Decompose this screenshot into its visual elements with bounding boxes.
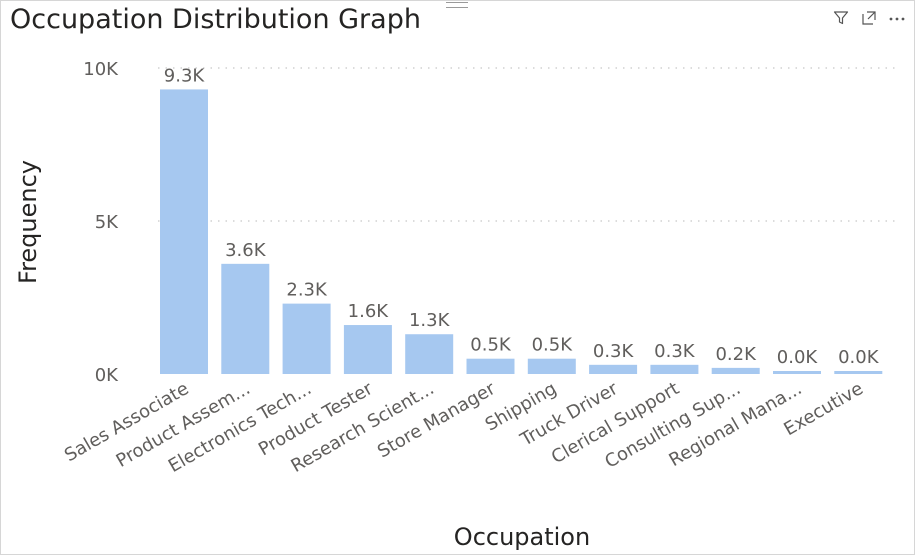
bar[interactable] — [773, 371, 821, 374]
bar[interactable] — [221, 263, 270, 374]
data-label: 3.6K — [225, 240, 267, 261]
more-options-icon[interactable] — [887, 8, 907, 28]
data-label: 1.3K — [409, 310, 451, 331]
data-label: 0.0K — [838, 347, 880, 368]
filter-icon[interactable] — [831, 8, 851, 28]
data-label: 0.3K — [593, 341, 635, 362]
data-label: 9.3K — [164, 65, 206, 86]
bar[interactable] — [160, 89, 208, 375]
data-label: 0.0K — [777, 347, 819, 368]
data-label: 1.6K — [348, 301, 390, 322]
bar[interactable] — [711, 367, 760, 374]
bar[interactable] — [834, 371, 883, 374]
x-axis-label: Occupation — [454, 523, 590, 551]
bar[interactable] — [650, 364, 699, 374]
y-tick-label: 10K — [83, 59, 119, 80]
bar[interactable] — [466, 358, 515, 374]
bar[interactable] — [343, 325, 392, 374]
visual-toolbar — [831, 8, 907, 28]
y-tick-label: 5K — [95, 212, 119, 233]
y-axis-label: Frequency — [14, 160, 42, 284]
bar[interactable] — [527, 358, 576, 374]
y-tick-label: 0K — [95, 365, 119, 386]
focus-mode-icon[interactable] — [859, 8, 879, 28]
bar[interactable] — [405, 334, 454, 374]
data-label: 2.3K — [286, 280, 328, 301]
drag-handle[interactable] — [446, 2, 468, 8]
bar[interactable] — [282, 303, 331, 374]
bar[interactable] — [589, 364, 638, 374]
data-label: 0.2K — [715, 344, 757, 365]
data-label: 0.5K — [532, 335, 574, 356]
data-label: 0.3K — [654, 341, 696, 362]
chart-title: Occupation Distribution Graph — [10, 4, 421, 35]
data-label: 0.5K — [470, 335, 512, 356]
